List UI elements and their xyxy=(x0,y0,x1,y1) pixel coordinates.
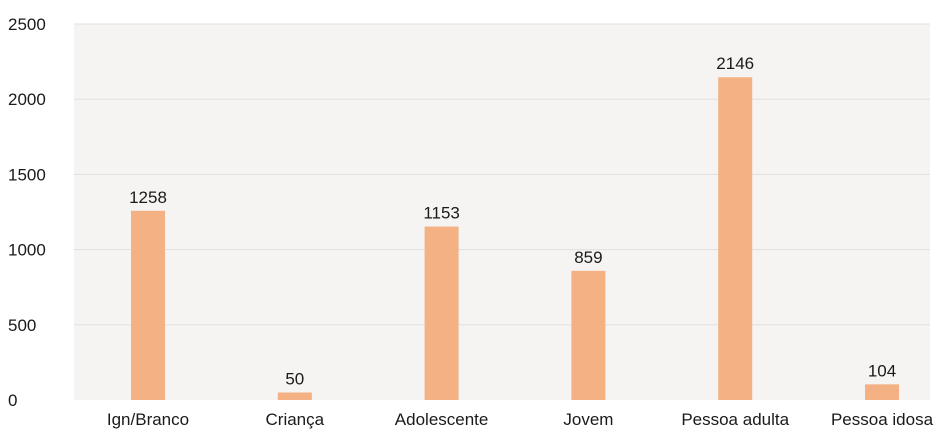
x-category-label: Jovem xyxy=(563,410,613,429)
data-label: 1153 xyxy=(423,204,460,223)
data-label: 50 xyxy=(285,369,304,388)
y-tick-label: 0 xyxy=(8,391,17,410)
bar xyxy=(718,77,753,400)
y-axis: 0 500 1000 1500 2000 2500 xyxy=(8,15,46,410)
y-tick-label: 2500 xyxy=(8,15,46,34)
data-label: 2146 xyxy=(716,54,754,73)
x-axis: Ign/Branco Criança Adolescente Jovem Pessoa … xyxy=(107,410,934,429)
gridlines xyxy=(74,23,930,326)
data-labels: 1258 50 1153 859 2146 104 xyxy=(129,54,896,388)
y-tick-label: 2000 xyxy=(8,90,46,109)
x-category-label: Criança xyxy=(266,410,325,429)
data-label: 104 xyxy=(868,361,896,380)
x-category-label: Pessoa adulta xyxy=(681,410,789,429)
data-label: 859 xyxy=(574,248,602,267)
bars xyxy=(131,77,899,400)
data-label: 1258 xyxy=(129,188,167,207)
x-category-label: Ign/Branco xyxy=(107,410,189,429)
bar xyxy=(865,384,899,400)
plot-area xyxy=(74,24,930,400)
y-tick-label: 500 xyxy=(8,316,36,335)
bar xyxy=(571,270,606,400)
bar xyxy=(131,210,165,400)
x-category-label: Adolescente xyxy=(395,410,489,429)
bar xyxy=(277,392,312,400)
y-tick-label: 1500 xyxy=(8,165,46,184)
y-tick-label: 1000 xyxy=(8,241,46,260)
x-category-label: Pessoa idosa xyxy=(831,410,934,429)
bar xyxy=(424,226,459,400)
